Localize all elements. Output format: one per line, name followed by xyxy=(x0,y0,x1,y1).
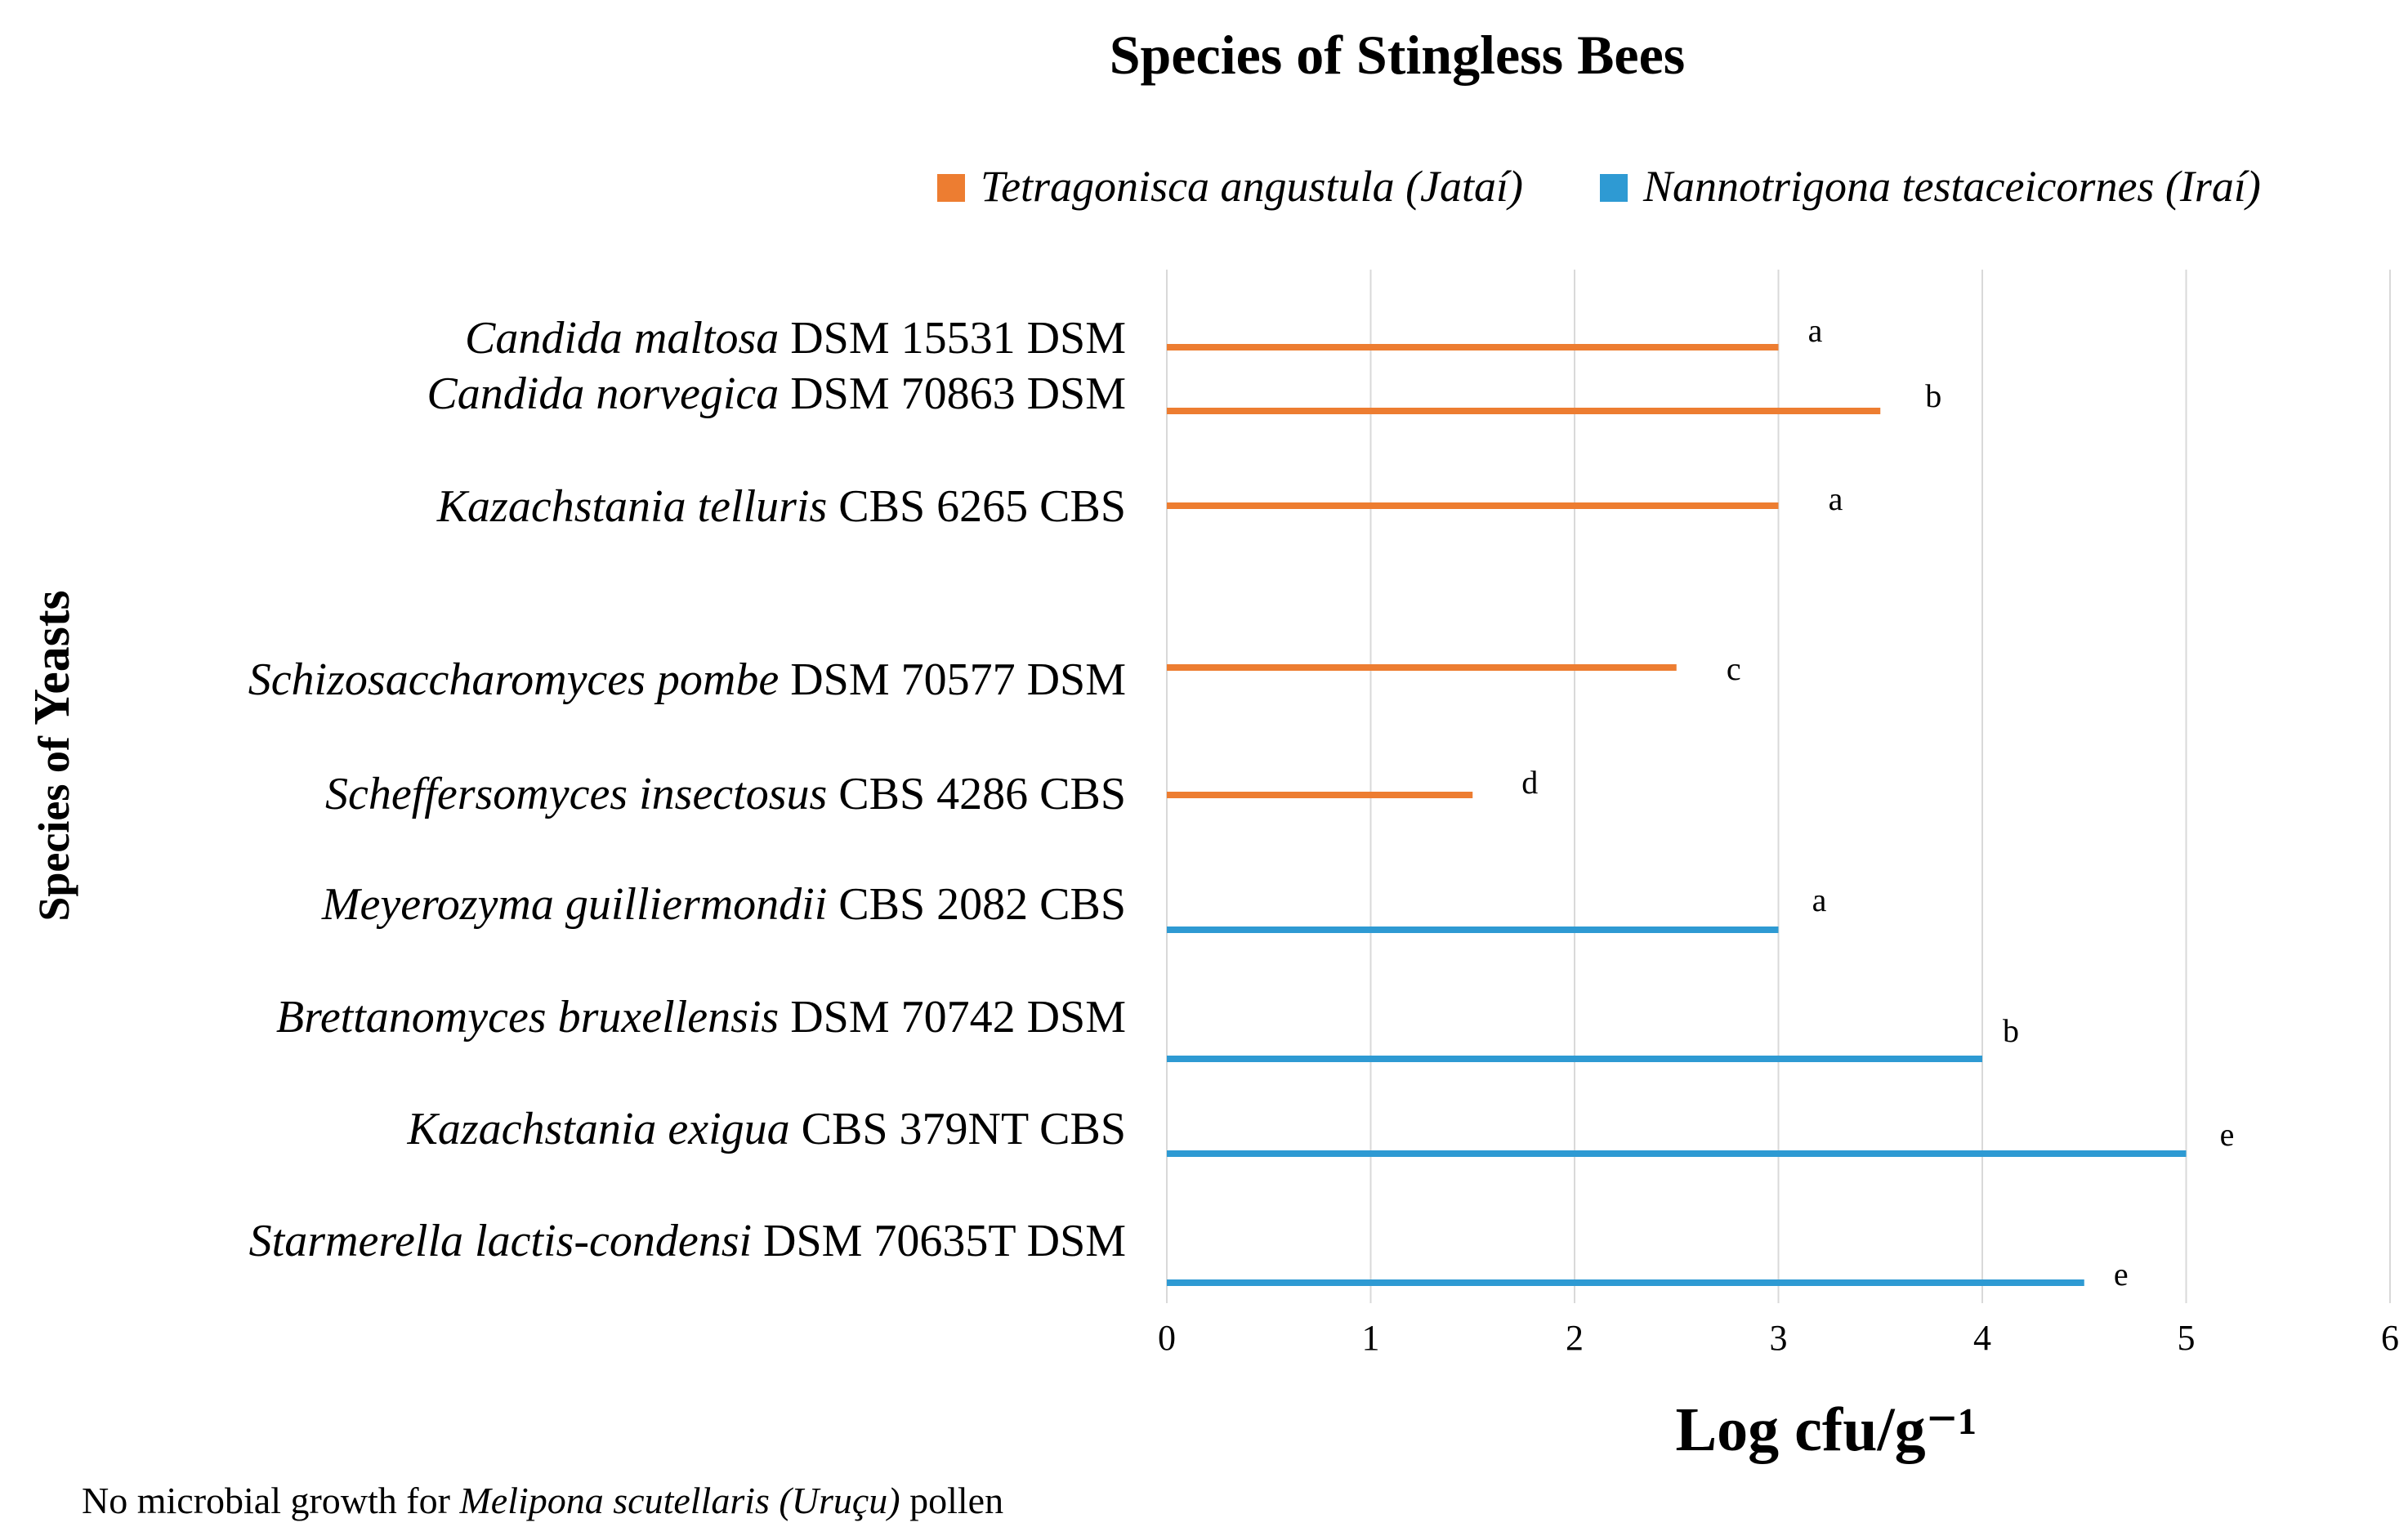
bar-label-2: a xyxy=(1829,480,1843,517)
bar-8 xyxy=(1167,1279,2084,1286)
bar-label-3: c xyxy=(1727,650,1741,687)
category-label-0: Candida maltosa DSM 15531 DSM xyxy=(465,313,1126,364)
gridlines xyxy=(1166,270,2391,1303)
x-tick-label-3: 3 xyxy=(1770,1318,1788,1358)
bar-label-1: b xyxy=(1925,377,1941,414)
category-label-5: Meyerozyma guilliermondii CBS 2082 CBS xyxy=(321,879,1126,930)
bar-4 xyxy=(1167,792,1473,798)
category-label-3: Schizosaccharomyces pombe DSM 70577 DSM xyxy=(248,654,1126,705)
footnote: No microbial growth for Melipona scutell… xyxy=(82,1480,1003,1521)
bar-significance-labels: a b a c d a b e e xyxy=(1521,312,2234,1293)
bar-6 xyxy=(1167,1056,1982,1062)
legend-label-jatai: Tetragonisca angustula (Jataí) xyxy=(981,162,1523,211)
y-axis-label: Species of Yeasts xyxy=(25,590,80,921)
bar-5 xyxy=(1167,927,1779,933)
category-label-7: Kazachstania exigua CBS 379NT CBS xyxy=(406,1104,1126,1154)
chart-title: Species of Stingless Bees xyxy=(1110,24,1686,86)
category-label-1: Candida norvegica DSM 70863 DSM xyxy=(427,368,1126,419)
bar-label-0: a xyxy=(1808,312,1823,349)
x-tick-label-6: 6 xyxy=(2381,1318,2399,1358)
bar-7 xyxy=(1167,1150,2187,1157)
x-tick-label-4: 4 xyxy=(1973,1318,1991,1358)
bar-0 xyxy=(1167,344,1779,351)
x-axis-label: Log cfu/g⁻¹ xyxy=(1675,1395,1977,1464)
bar-label-6: b xyxy=(2003,1012,2019,1049)
legend-swatch-jatai xyxy=(937,174,965,202)
category-label-2: Kazachstania telluris CBS 6265 CBS xyxy=(436,481,1126,532)
category-label-6: Brettanomyces bruxellensis DSM 70742 DSM xyxy=(276,992,1126,1043)
category-label-4: Scheffersomyces insectosus CBS 4286 CBS xyxy=(325,769,1126,819)
bar-label-7: e xyxy=(2220,1116,2235,1153)
bar-label-5: a xyxy=(1812,882,1827,918)
legend-label-irai: Nannotrigona testaceicornes (Iraí) xyxy=(1642,162,2261,211)
x-tick-label-1: 1 xyxy=(1362,1318,1380,1358)
category-label-8: Starmerella lactis-condensi DSM 70635T D… xyxy=(249,1216,1126,1266)
bar-label-8: e xyxy=(2114,1256,2129,1293)
x-axis-ticks: 0 1 2 3 4 5 6 xyxy=(1158,1318,2399,1358)
bar-label-4: d xyxy=(1521,764,1538,801)
legend: Tetragonisca angustula (Jataí) Nannotrig… xyxy=(937,162,2261,211)
bar-2 xyxy=(1167,502,1779,509)
bar-1 xyxy=(1167,408,1881,414)
bars xyxy=(1167,344,2187,1286)
x-tick-label-0: 0 xyxy=(1158,1318,1176,1358)
bar-3 xyxy=(1167,664,1677,671)
x-tick-label-5: 5 xyxy=(2178,1318,2196,1358)
x-tick-label-2: 2 xyxy=(1566,1318,1584,1358)
legend-swatch-irai xyxy=(1600,174,1628,202)
